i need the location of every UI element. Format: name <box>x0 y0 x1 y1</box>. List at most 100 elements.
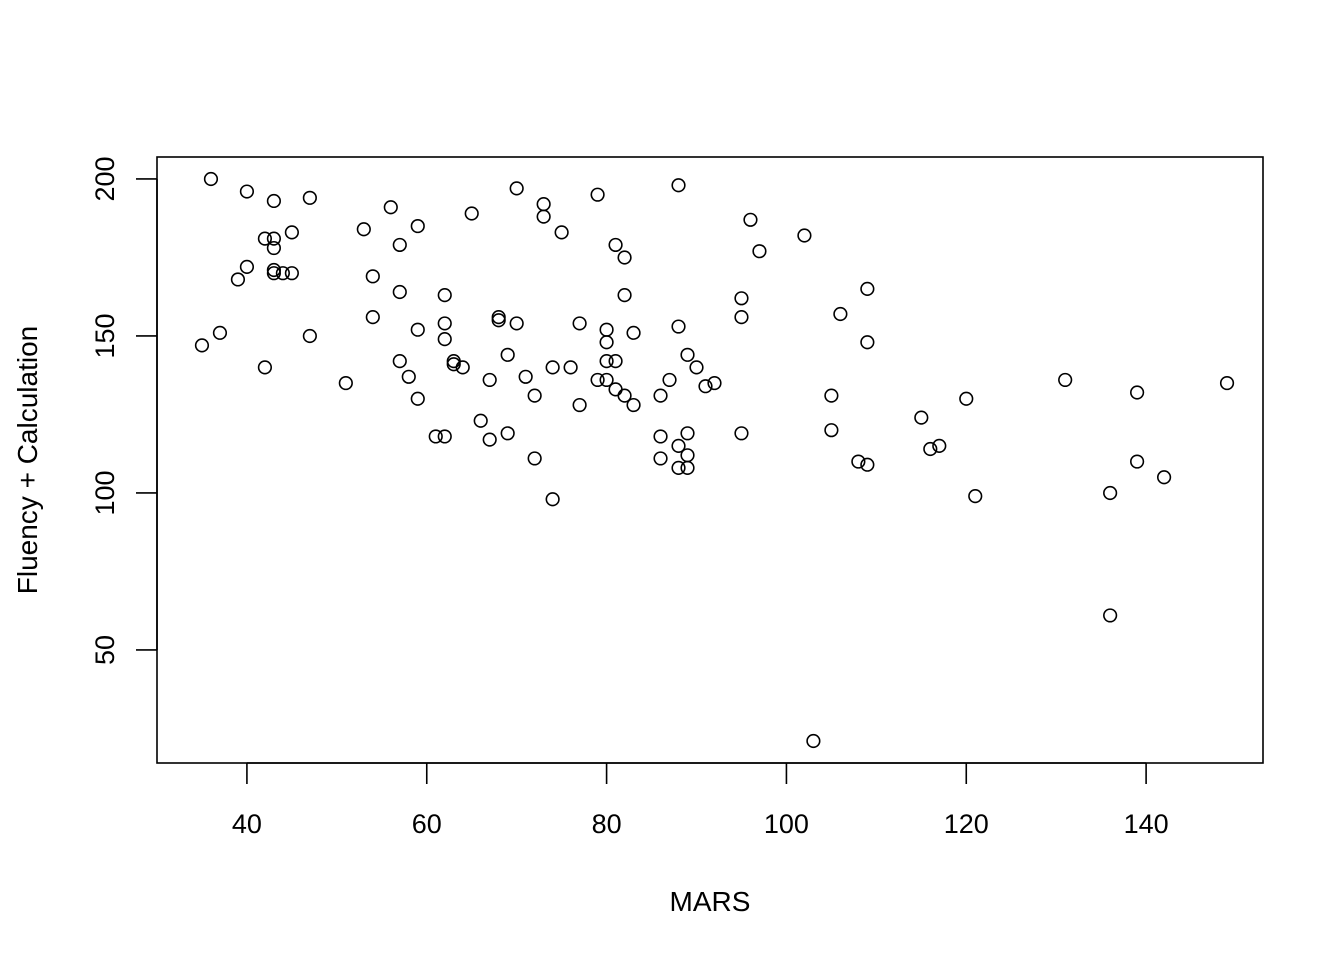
data-point <box>491 310 506 325</box>
data-point <box>599 335 614 350</box>
data-point <box>275 266 290 281</box>
data-point <box>824 423 839 438</box>
data-point <box>383 200 398 215</box>
y-tick-label: 200 <box>90 156 120 201</box>
data-point <box>428 429 443 444</box>
data-point <box>752 244 767 259</box>
data-point <box>437 316 452 331</box>
data-point <box>563 360 578 375</box>
data-point <box>671 178 686 193</box>
data-point <box>545 360 560 375</box>
data-point <box>1219 375 1235 391</box>
data-point <box>734 310 749 325</box>
data-point <box>536 209 551 224</box>
data-point <box>1156 470 1172 485</box>
data-point <box>1130 454 1145 469</box>
data-point <box>518 369 533 384</box>
data-point <box>365 269 380 284</box>
data-point <box>455 360 470 375</box>
x-tick-label: 100 <box>764 809 809 839</box>
data-point <box>860 335 875 350</box>
data-point <box>365 310 380 325</box>
x-tick-label: 120 <box>944 809 989 839</box>
data-point <box>671 460 686 475</box>
data-point <box>230 272 246 287</box>
data-point <box>680 426 695 441</box>
data-point <box>626 325 641 340</box>
y-axis: 50 100 150 200 <box>90 156 158 665</box>
data-point <box>239 184 255 199</box>
data-point <box>617 288 632 303</box>
data-point <box>410 391 425 406</box>
x-tick-label: 80 <box>592 809 622 839</box>
data-point <box>599 372 614 388</box>
data-point <box>626 397 641 413</box>
data-point <box>239 259 255 274</box>
data-point <box>734 426 749 441</box>
data-point <box>680 347 695 362</box>
data-point <box>572 397 587 413</box>
data-point <box>617 388 632 403</box>
data-point <box>212 325 228 340</box>
data-point <box>1103 485 1118 501</box>
data-point <box>1130 385 1145 400</box>
data-point <box>527 451 542 466</box>
data-point <box>302 328 317 344</box>
data-point <box>653 388 668 403</box>
data-point <box>833 306 848 322</box>
data-point <box>194 338 210 353</box>
data-point <box>266 240 281 256</box>
data-point <box>473 413 488 428</box>
data-point <box>410 322 425 337</box>
data-point <box>806 733 821 749</box>
data-point <box>392 284 407 300</box>
data-point <box>392 237 407 253</box>
data-point <box>482 372 497 388</box>
y-tick-label: 150 <box>90 313 120 358</box>
data-point <box>599 322 614 337</box>
data-point <box>437 332 452 347</box>
data-point <box>437 429 452 444</box>
data-point <box>302 190 317 205</box>
data-point <box>284 266 299 281</box>
data-point <box>932 438 947 453</box>
data-point <box>608 237 623 253</box>
data-point <box>491 313 506 328</box>
data-point <box>590 372 605 388</box>
data-point <box>599 353 614 369</box>
data-point <box>401 369 416 384</box>
data-point <box>608 353 623 369</box>
plot-frame <box>156 156 1264 764</box>
data-point <box>257 360 273 375</box>
data-point <box>590 187 605 202</box>
data-point <box>572 316 587 331</box>
data-point <box>698 379 713 394</box>
data-point <box>851 454 866 469</box>
data-point <box>968 489 983 504</box>
y-axis-label: Fluency + Calculation <box>12 326 43 594</box>
data-point <box>680 448 695 463</box>
data-point <box>545 492 560 507</box>
x-tick-label: 60 <box>412 809 442 839</box>
x-tick-label: 140 <box>1124 809 1169 839</box>
data-point <box>356 222 371 237</box>
data-point <box>266 231 281 246</box>
data-point <box>797 228 812 243</box>
data-point <box>734 291 749 306</box>
data-point <box>617 250 632 265</box>
data-point <box>257 231 273 246</box>
data-point <box>707 375 722 391</box>
x-axis: 40 60 80 100 120 140 <box>232 762 1169 839</box>
data-point <box>743 212 758 227</box>
data-point <box>824 388 839 403</box>
data-point <box>653 451 668 466</box>
data-point <box>446 353 461 369</box>
data-point <box>509 316 524 331</box>
data-point <box>509 181 524 196</box>
y-tick-label: 100 <box>90 470 120 515</box>
data-point <box>536 196 551 212</box>
data-point <box>671 319 686 334</box>
data-point <box>266 266 281 281</box>
data-point <box>284 225 299 240</box>
data-point <box>1103 608 1118 623</box>
